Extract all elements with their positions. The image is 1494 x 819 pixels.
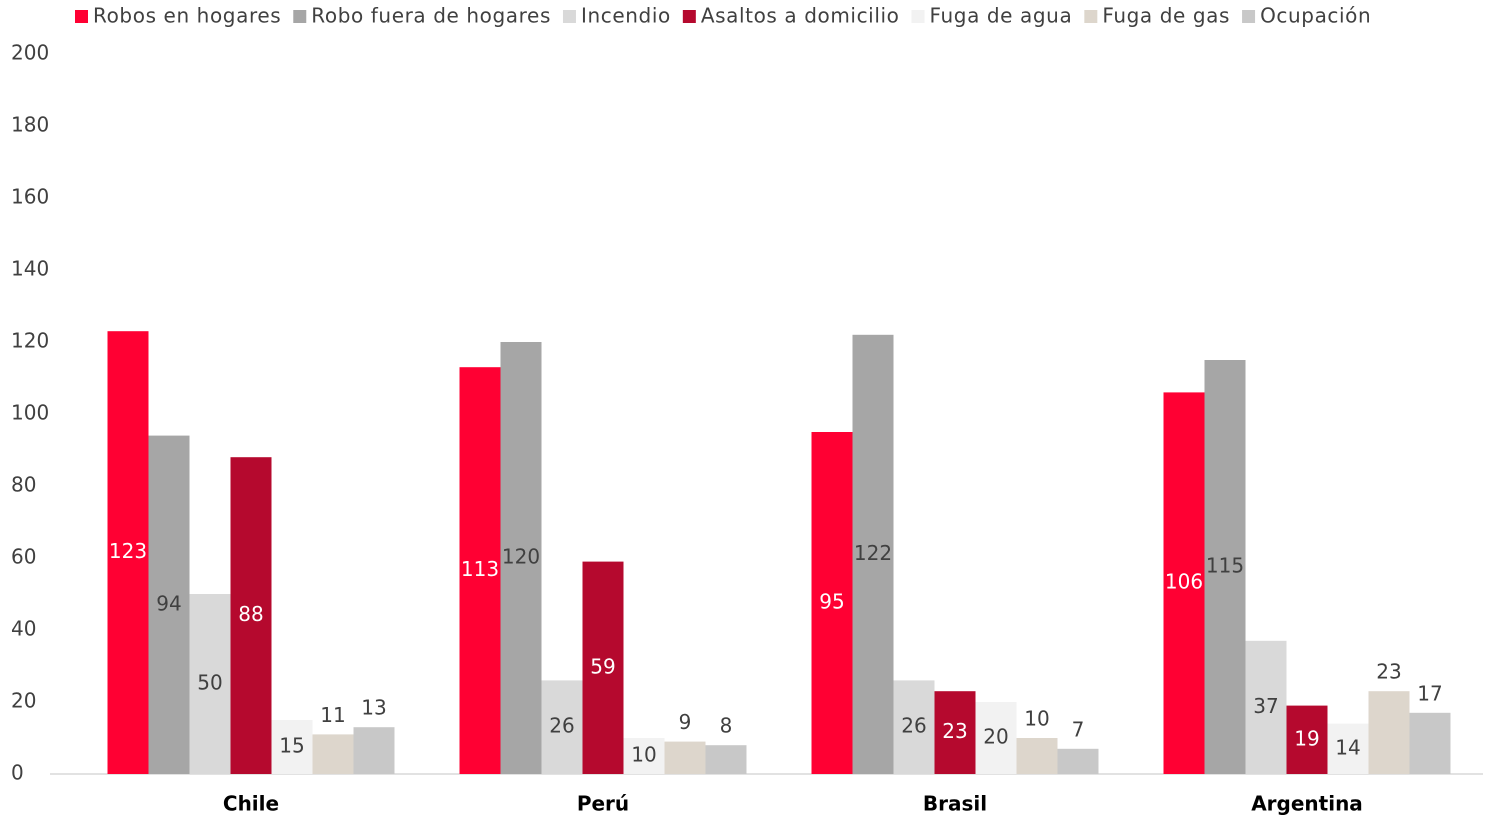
bar [312,734,354,774]
bar [664,741,706,774]
bar [107,331,149,774]
data-label: 94 [156,591,181,615]
y-tick-label: 160 [11,185,49,209]
bar [500,342,542,774]
bar [1368,691,1410,774]
bar [353,727,395,774]
bar [541,680,583,774]
data-label: 120 [502,545,540,569]
data-label: 20 [983,725,1008,749]
legend-swatch [293,10,307,23]
data-label: 15 [279,734,304,758]
data-label: 37 [1253,694,1278,718]
bar [852,334,894,774]
x-tick-label: Chile [223,792,279,816]
bar [459,367,501,774]
x-tick-label: Brasil [923,792,987,816]
y-tick-label: 40 [11,617,36,641]
data-label: 123 [109,539,147,563]
data-label: 13 [361,696,386,720]
data-label: 23 [942,719,967,743]
data-label: 10 [1024,707,1049,731]
bar [811,432,853,774]
data-label: 8 [720,714,733,738]
y-tick-label: 120 [11,329,49,353]
legend-label: Ocupación [1260,4,1371,28]
data-label: 106 [1165,570,1203,594]
legend-label: Fuga de gas [1102,4,1230,28]
bar [1327,723,1369,774]
bar [975,702,1017,774]
legend-swatch [1242,10,1256,23]
legend-swatch [1084,10,1098,23]
bar [230,457,272,774]
data-label: 59 [590,654,615,678]
data-label: 11 [320,703,345,727]
legend-swatch [75,10,88,23]
bar [934,691,976,774]
data-label: 10 [631,743,656,767]
bar [148,435,190,774]
bar [1057,748,1099,774]
data-label: 115 [1206,554,1244,578]
data-label: 9 [679,710,692,734]
data-label: 122 [854,541,892,565]
data-label: 113 [461,557,499,581]
bar [1286,705,1328,774]
data-label: 95 [819,590,844,614]
x-tick-label: Argentina [1251,792,1363,816]
y-tick-label: 60 [11,545,36,569]
y-tick-label: 200 [11,41,49,65]
bar [582,561,624,774]
legend-swatch [562,10,576,23]
data-label: 26 [549,714,574,738]
data-label: 19 [1294,726,1319,750]
bar [623,738,665,774]
bar [1409,712,1451,774]
data-label: 88 [238,602,263,626]
legend-swatch [911,10,925,23]
y-tick-label: 180 [11,113,49,137]
bar [705,745,747,774]
bar [1163,392,1205,774]
legend-label: Incendio [581,4,671,28]
y-tick-label: 100 [11,401,49,425]
legend-label: Robo fuera de hogares [311,4,551,28]
x-tick-label: Perú [577,792,629,816]
bar [1016,738,1058,774]
legend-swatch [682,10,696,23]
data-label: 26 [901,714,926,738]
bar [1204,360,1246,774]
data-label: 7 [1072,717,1085,741]
bar [1245,640,1287,774]
bar [893,680,935,774]
y-tick-label: 80 [11,473,36,497]
data-label: 50 [197,671,222,695]
bar [271,720,313,774]
bar [189,594,231,774]
y-tick-label: 0 [11,761,24,785]
data-label: 14 [1335,735,1360,759]
data-label: 23 [1376,660,1401,684]
legend-label: Asaltos a domicilio [701,4,900,28]
data-label: 17 [1417,681,1442,705]
y-tick-label: 140 [11,257,49,281]
legend-label: Robos en hogares [93,4,281,28]
y-tick-label: 20 [11,689,36,713]
legend-label: Fuga de agua [929,4,1072,28]
